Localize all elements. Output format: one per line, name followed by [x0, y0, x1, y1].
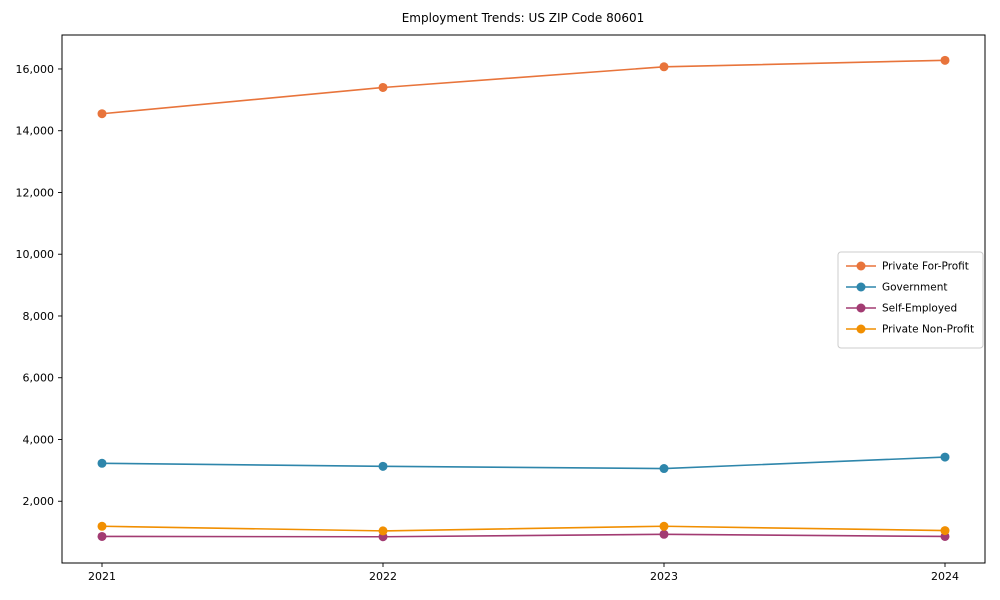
legend-entry: Private Non-Profit — [846, 324, 974, 336]
plot-area: 2,000 4,000 6,000 8,000 10,000 12,000 14,000 16… — [16, 34, 986, 583]
series-line — [101, 456, 946, 470]
y-tick-label: 4,000 — [23, 433, 55, 446]
data-point-marker — [97, 458, 107, 468]
legend-marker — [856, 261, 866, 271]
y-tick-label: 12,000 — [16, 186, 55, 199]
y-tick-label: 2,000 — [23, 495, 55, 508]
data-point-marker — [97, 531, 107, 541]
data-point-marker — [378, 526, 388, 536]
data-point-marker — [659, 529, 669, 539]
legend-entry-label: Private For-Profit — [882, 261, 969, 273]
x-tick-label: 2023 — [650, 570, 678, 583]
legend-entry-label: Private Non-Profit — [882, 324, 974, 336]
legend-box — [837, 251, 984, 349]
legend-entry: Private For-Profit — [846, 261, 969, 273]
data-point-marker — [659, 62, 669, 72]
chart-title: Employment Trends: US ZIP Code 80601 — [402, 11, 645, 25]
legend-marker — [856, 282, 866, 292]
data-point-marker — [659, 464, 669, 474]
y-tick-label: 8,000 — [23, 310, 55, 323]
legend-entry-label: Self-Employed — [882, 303, 957, 315]
legend-marker — [856, 324, 866, 334]
data-point-marker — [378, 461, 388, 471]
data-point-marker — [97, 109, 107, 119]
data-point-marker — [659, 521, 669, 531]
x-tick-label: 2022 — [369, 570, 397, 583]
data-point-marker — [940, 526, 950, 536]
y-tick-label: 6,000 — [23, 372, 55, 385]
legend-entry-label: Government — [882, 282, 947, 294]
data-point-marker — [940, 452, 950, 462]
legend-entry: Government — [846, 282, 947, 294]
series-line — [101, 525, 946, 532]
data-point-marker — [97, 521, 107, 531]
y-tick-label: 14,000 — [16, 125, 55, 138]
y-tick-label: 16,000 — [16, 63, 55, 76]
legend-entry: Self-Employed — [846, 303, 957, 315]
data-point-marker — [940, 55, 950, 65]
series-line — [101, 533, 946, 538]
data-point-marker — [378, 82, 388, 92]
plot-frame — [61, 34, 986, 564]
y-tick-label: 10,000 — [16, 248, 55, 261]
x-tick-label: 2021 — [88, 570, 116, 583]
series-line — [101, 59, 946, 115]
x-tick-label: 2024 — [931, 570, 959, 583]
legend: Private For-Profit Government Self-Employe… — [837, 251, 984, 349]
legend-marker — [856, 303, 866, 313]
